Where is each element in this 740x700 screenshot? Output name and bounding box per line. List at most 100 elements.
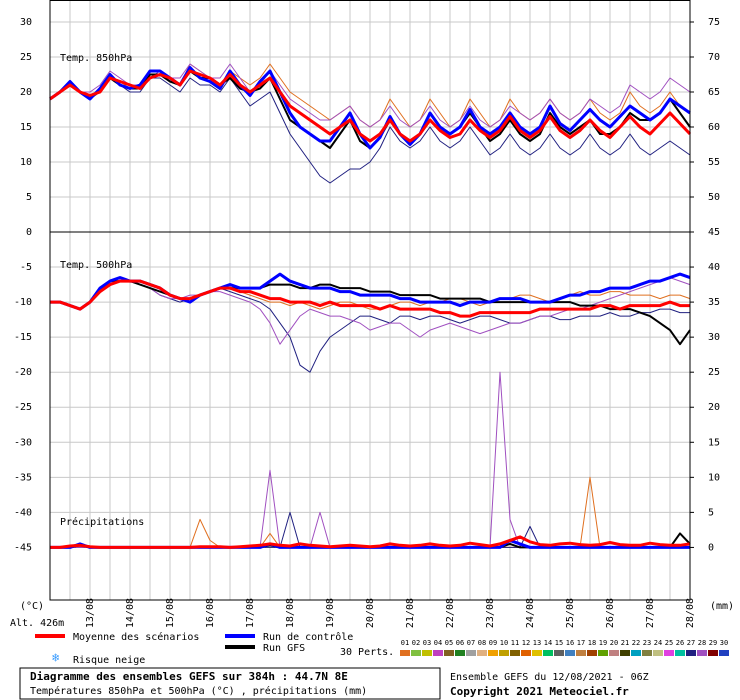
y-tick-label: 0 bbox=[26, 227, 32, 238]
x-tick-label: 28/08 bbox=[685, 598, 696, 628]
member-label: 16 bbox=[566, 639, 574, 647]
precip-label: Précipitations bbox=[60, 516, 144, 528]
y-tick-label: 5 bbox=[26, 192, 32, 203]
x-tick-label: 21/08 bbox=[405, 598, 416, 628]
member-label: 03 bbox=[423, 639, 431, 647]
member-swatch bbox=[543, 650, 553, 656]
member-swatch bbox=[609, 650, 619, 656]
member-label: 11 bbox=[511, 639, 519, 647]
x-tick-label: 22/08 bbox=[445, 598, 456, 628]
y2-tick-label: 45 bbox=[708, 227, 720, 238]
member-swatch bbox=[488, 650, 498, 656]
member-swatch bbox=[697, 650, 707, 656]
member-label: 30 bbox=[720, 639, 728, 647]
member-label: 14 bbox=[544, 639, 552, 647]
y2-tick-label: 20 bbox=[708, 402, 720, 413]
altitude: Alt. 426m bbox=[10, 618, 64, 629]
panel-title: Temp. 850hPa bbox=[60, 53, 132, 64]
member-swatch bbox=[620, 650, 630, 656]
x-tick-label: 25/08 bbox=[565, 598, 576, 628]
member-label: 10 bbox=[500, 639, 508, 647]
panel-title: Temp. 500hPa bbox=[60, 260, 132, 271]
member-label: 18 bbox=[588, 639, 596, 647]
member-label: 01 bbox=[401, 639, 409, 647]
y-tick-label: -25 bbox=[14, 402, 32, 413]
legend-label: Run de contrôle bbox=[263, 631, 353, 643]
member-label: 05 bbox=[445, 639, 453, 647]
marks bbox=[49, 63, 692, 549]
member-label: 15 bbox=[555, 639, 563, 647]
y-tick-label: 25 bbox=[20, 52, 32, 63]
y-tick-label: 15 bbox=[20, 122, 32, 133]
member-label: 21 bbox=[621, 639, 629, 647]
member-swatch bbox=[719, 650, 729, 656]
y2-tick-label: 75 bbox=[708, 17, 720, 28]
member-swatch bbox=[576, 650, 586, 656]
y2-tick-label: 0 bbox=[708, 542, 714, 553]
y2-tick-label: 35 bbox=[708, 297, 720, 308]
y2-tick-label: 10 bbox=[708, 472, 720, 483]
legend-label: 30 Perts. bbox=[340, 647, 394, 658]
y2-tick-label: 60 bbox=[708, 122, 720, 133]
snow-icon: ❄ bbox=[52, 651, 59, 665]
member-label: 04 bbox=[434, 639, 442, 647]
member-label: 09 bbox=[489, 639, 497, 647]
member-label: 19 bbox=[599, 639, 607, 647]
footer-run: Ensemble GEFS du 12/08/2021 - 06Z bbox=[450, 672, 649, 683]
member-label: 27 bbox=[687, 639, 695, 647]
y-tick-label: -5 bbox=[20, 262, 32, 273]
y-tick-label: 10 bbox=[20, 157, 32, 168]
member-palette: 01 02 03 04 05 06 07 08 09 10 11 12 13 14 15 16 17 18 19 20… bbox=[400, 639, 729, 656]
member-swatch bbox=[521, 650, 531, 656]
member-label: 24 bbox=[654, 639, 662, 647]
member-label: 20 bbox=[610, 639, 618, 647]
x-tick-label: 26/08 bbox=[605, 598, 616, 628]
member-label: 13 bbox=[533, 639, 541, 647]
member-swatch bbox=[444, 650, 454, 656]
y-tick-label: -45 bbox=[14, 542, 32, 553]
member-label: 23 bbox=[643, 639, 651, 647]
legend-label: Moyenne des scénarios bbox=[73, 631, 199, 643]
x-tick-label: 16/08 bbox=[205, 598, 216, 628]
member-swatch bbox=[554, 650, 564, 656]
y2-tick-label: 5 bbox=[708, 507, 714, 518]
y-tick-label: -35 bbox=[14, 472, 32, 483]
series-line bbox=[49, 69, 692, 143]
y-tick-label: -20 bbox=[14, 367, 32, 378]
member-swatch bbox=[631, 650, 641, 656]
member-swatch bbox=[653, 650, 663, 656]
y-tick-label: 30 bbox=[20, 17, 32, 28]
member-swatch bbox=[686, 650, 696, 656]
unit-right: (mm) bbox=[710, 601, 734, 612]
member-swatch bbox=[565, 650, 575, 656]
member-swatch bbox=[510, 650, 520, 656]
x-tick-label: 14/08 bbox=[125, 598, 136, 628]
member-label: 17 bbox=[577, 639, 585, 647]
legend-label: Run GFS bbox=[263, 643, 305, 654]
member-label: 08 bbox=[478, 639, 486, 647]
series-line bbox=[49, 66, 691, 150]
x-tick-label: 20/08 bbox=[365, 598, 376, 628]
y2-tick-label: 25 bbox=[708, 367, 720, 378]
x-tick-label: 23/08 bbox=[485, 598, 496, 628]
y2-tick-label: 55 bbox=[708, 157, 720, 168]
y-tick-label: -30 bbox=[14, 437, 32, 448]
series-line bbox=[50, 280, 691, 346]
member-label: 26 bbox=[676, 639, 684, 647]
footer-subtitle: Températures 850hPa et 500hPa (°C) , pré… bbox=[30, 685, 367, 697]
member-label: 28 bbox=[698, 639, 706, 647]
member-label: 29 bbox=[709, 639, 717, 647]
member-label: 06 bbox=[456, 639, 464, 647]
y2-tick-label: 50 bbox=[708, 192, 720, 203]
member-swatch bbox=[466, 650, 476, 656]
x-tick-label: 17/08 bbox=[245, 598, 256, 628]
y2-tick-label: 15 bbox=[708, 437, 720, 448]
member-label: 25 bbox=[665, 639, 673, 647]
member-swatch bbox=[587, 650, 597, 656]
y-tick-label: -15 bbox=[14, 332, 32, 343]
y-tick-label: -10 bbox=[14, 297, 32, 308]
member-swatch bbox=[499, 650, 509, 656]
x-tick-label: 15/08 bbox=[165, 598, 176, 628]
member-swatch bbox=[400, 650, 410, 656]
